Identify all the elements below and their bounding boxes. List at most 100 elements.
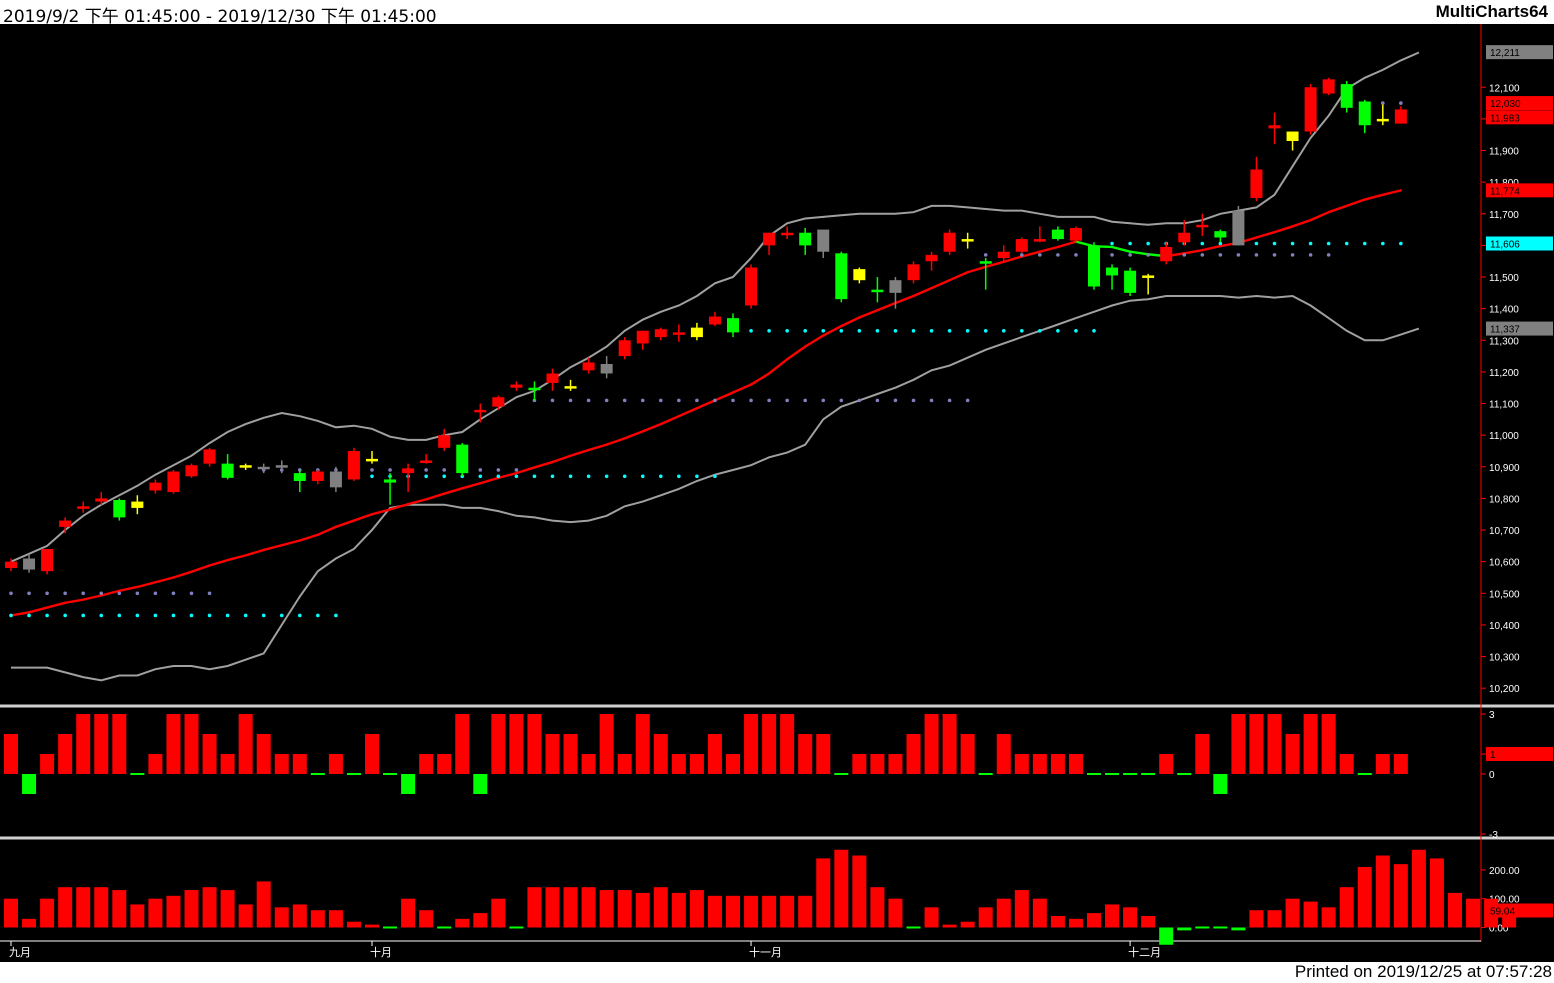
candle-body (817, 229, 830, 252)
candle-body (384, 479, 397, 483)
level-dot (695, 474, 699, 479)
moving-average-segment (1183, 248, 1204, 255)
level-dot (1272, 253, 1277, 257)
candle-body (1088, 245, 1100, 287)
candle-body (1232, 210, 1245, 246)
ind1-tick-label: 3 (1489, 710, 1495, 721)
price-label-box (1486, 96, 1553, 111)
moving-average-segment (1381, 189, 1403, 196)
time-tick-label: 十月 (370, 945, 392, 959)
level-dot (1399, 241, 1403, 246)
level-dot (929, 398, 934, 403)
ind2-bar (888, 898, 903, 928)
moving-average-segment (731, 383, 753, 394)
moving-average-segment (695, 399, 717, 410)
level-dot (63, 613, 67, 618)
ind1-bar (166, 714, 181, 774)
moving-average-segment (533, 460, 554, 469)
moving-average-segment (551, 454, 572, 464)
candle-body (1033, 239, 1046, 242)
candle-body (1160, 246, 1173, 262)
ind2-bar (328, 910, 343, 928)
candle-body (961, 239, 974, 242)
moving-average-segment (461, 482, 482, 490)
chart-svg[interactable]: 10,200 10,300 10,400 10,500 10,600 10,700 10,8… (0, 24, 1554, 962)
candle-body (1124, 270, 1137, 293)
moving-average-segment (9, 611, 31, 617)
printed-timestamp: Printed on 2019/12/25 at 07:57:28 (1294, 962, 1552, 981)
level-dot (1381, 101, 1385, 105)
ind2-bar (1321, 907, 1336, 928)
ind2-bar (1213, 926, 1228, 929)
ind1-label-box (1486, 747, 1553, 761)
level-dot (713, 398, 717, 403)
price-label-box (1486, 183, 1553, 198)
level-dot (532, 474, 537, 479)
ind1-bar (726, 754, 740, 774)
ind2-bar (1466, 898, 1481, 928)
candle-body (1214, 231, 1227, 238)
level-dot (550, 398, 555, 403)
ind1-bar (942, 714, 957, 774)
level-dot (9, 591, 13, 596)
candle-body (41, 549, 54, 572)
level-dot (442, 474, 447, 479)
ind1-bar (924, 714, 939, 774)
level-dot (911, 398, 916, 403)
ind1-bar (238, 714, 253, 774)
ind1-tick-label: -3 (1489, 830, 1498, 841)
price-label-text: 11,774 (1490, 186, 1520, 197)
level-dot (261, 613, 266, 618)
candle-body (618, 340, 631, 357)
level-dot (1020, 253, 1024, 257)
level-dot (1254, 253, 1259, 257)
ind2-bar (202, 887, 217, 928)
price-tick-label: 11,400 (1489, 305, 1519, 316)
ind2-bar (1177, 927, 1192, 931)
ind1-bar (1123, 773, 1138, 775)
ind2-bar (635, 892, 650, 928)
moving-average-segment (1255, 230, 1276, 239)
level-dot (677, 474, 681, 479)
moving-average-segment (1056, 240, 1078, 249)
level-dot (947, 328, 952, 333)
candle-body (1069, 228, 1082, 241)
level-dot (1146, 253, 1150, 257)
level-dot (947, 398, 952, 403)
ind2-label-text: 59.04 (1490, 906, 1515, 917)
candle-body (1376, 118, 1389, 122)
ind2-label-box (1486, 903, 1553, 918)
ind1-bar (1285, 734, 1300, 774)
ind1-bar (617, 754, 632, 774)
level-dot (334, 613, 338, 618)
level-dot (568, 474, 573, 479)
level-dot (45, 591, 49, 596)
moving-average-segment (352, 513, 374, 522)
candle-body (727, 318, 739, 333)
ind2-bar (455, 918, 470, 928)
candle-body (366, 458, 378, 462)
ind1-bar (599, 714, 614, 774)
level-dot (424, 468, 428, 472)
ind2-bar (1123, 907, 1138, 928)
candle-body (347, 450, 360, 480)
ind1-bar (870, 754, 885, 774)
ind1-bar (292, 754, 307, 774)
level-dot (189, 591, 194, 596)
candle-body (5, 561, 17, 568)
ind1-bar (653, 734, 668, 774)
price-label-text: 11,606 (1490, 239, 1520, 250)
ind2-bar (726, 895, 740, 928)
chart-canvas[interactable]: 10,200 10,300 10,400 10,500 10,600 10,700 10,8… (0, 24, 1554, 962)
candle-body (77, 506, 90, 509)
ind2-bar (383, 926, 398, 929)
moving-average-segment (1363, 193, 1385, 201)
level-dot (99, 613, 104, 618)
moving-average-segment (1002, 255, 1023, 264)
ind2-bar (292, 904, 307, 928)
level-dot (857, 328, 862, 333)
moving-average-segment (1201, 244, 1222, 252)
level-dot (1038, 328, 1042, 333)
ind2-bar (148, 898, 163, 928)
level-dot (604, 398, 609, 403)
